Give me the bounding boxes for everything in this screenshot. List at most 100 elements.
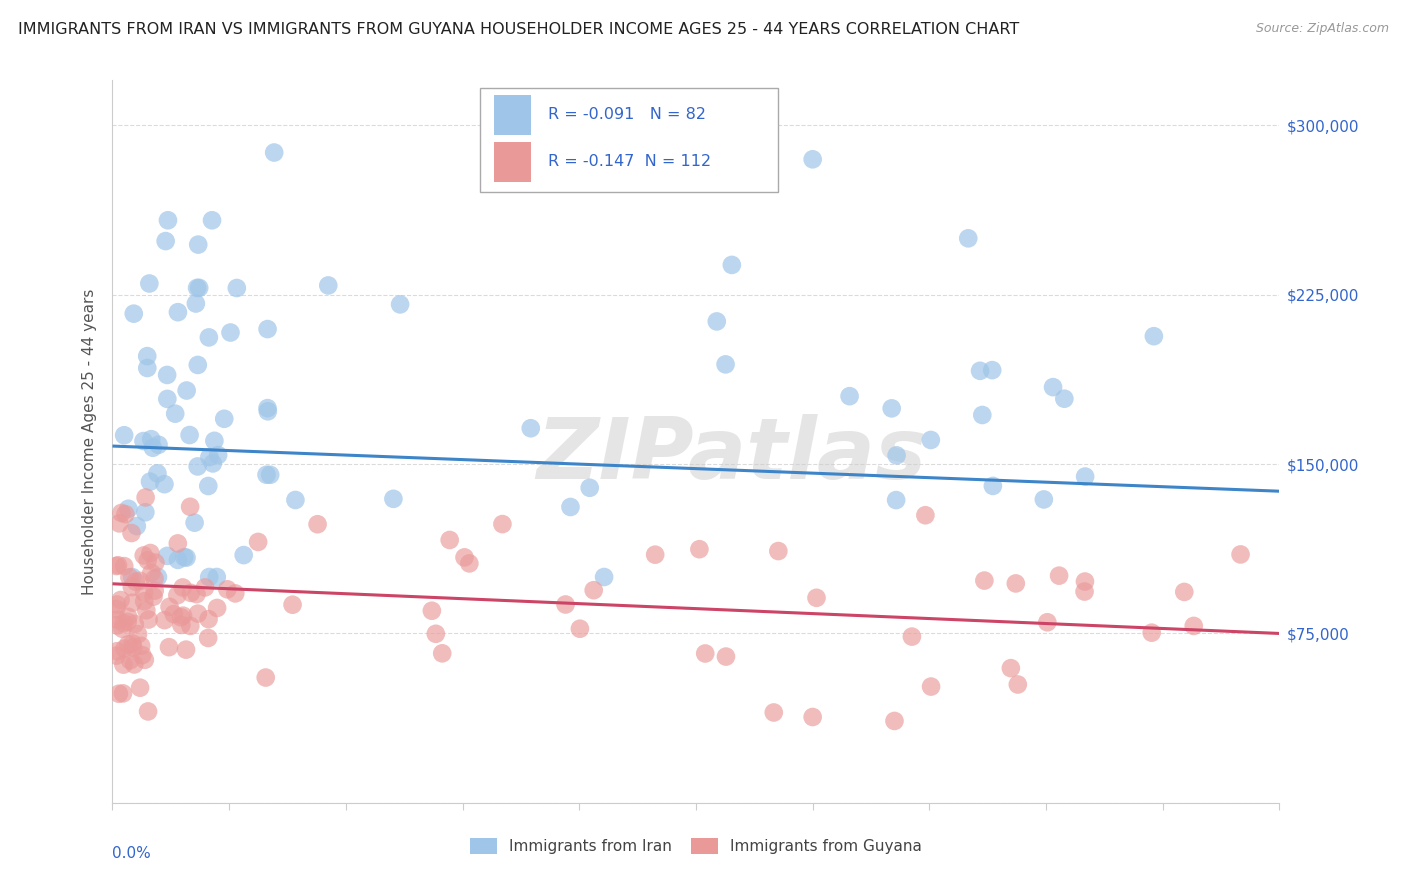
Point	[172, 608, 194, 623]
Point	[205, 570, 228, 584]
Point	[439, 533, 461, 547]
Point	[1143, 329, 1166, 343]
Point	[382, 491, 405, 506]
Point	[425, 627, 447, 641]
Point	[1042, 380, 1064, 394]
Point	[122, 640, 145, 655]
Point	[186, 281, 208, 295]
Point	[146, 467, 169, 481]
Text: R = -0.091   N = 82: R = -0.091 N = 82	[548, 107, 706, 122]
Point	[714, 357, 737, 371]
Point	[138, 613, 160, 627]
Point	[114, 641, 136, 656]
Point	[163, 607, 186, 621]
Point	[187, 607, 209, 621]
Point	[187, 358, 209, 372]
Point	[1047, 568, 1070, 582]
Point	[259, 467, 281, 482]
Point	[1229, 548, 1251, 562]
Point	[202, 434, 225, 448]
Point	[194, 581, 217, 595]
Point	[972, 408, 994, 422]
Point	[197, 612, 219, 626]
Point	[247, 535, 270, 549]
Point	[129, 574, 152, 588]
Point	[554, 598, 576, 612]
Point	[1036, 615, 1059, 630]
Point	[132, 434, 155, 448]
Point	[117, 501, 139, 516]
Point	[114, 507, 136, 521]
Point	[695, 647, 717, 661]
Point	[165, 407, 187, 421]
Point	[139, 546, 162, 560]
Bar	[494, 95, 531, 135]
Point	[768, 544, 790, 558]
Text: ZIPatlas: ZIPatlas	[536, 415, 927, 498]
Point	[884, 493, 907, 508]
Legend: Immigrants from Iran, Immigrants from Guyana: Immigrants from Iran, Immigrants from Gu…	[464, 832, 928, 860]
Point	[281, 598, 304, 612]
Point	[225, 281, 247, 295]
Point	[134, 653, 156, 667]
Point	[174, 642, 197, 657]
Point	[217, 582, 239, 597]
Point	[920, 433, 942, 447]
Point	[179, 619, 201, 633]
Point	[458, 557, 481, 571]
Point	[105, 648, 128, 663]
Point	[156, 213, 179, 227]
Point	[578, 481, 600, 495]
Point	[201, 457, 224, 471]
Point	[121, 570, 143, 584]
Point	[124, 657, 146, 672]
Point	[156, 549, 179, 563]
Point	[883, 714, 905, 728]
Point	[153, 613, 176, 627]
Point	[432, 646, 454, 660]
Point	[105, 618, 128, 632]
Point	[136, 361, 159, 376]
Point	[127, 627, 149, 641]
Point	[142, 590, 165, 604]
Point	[256, 322, 278, 336]
Point	[1074, 469, 1097, 483]
Point	[139, 475, 162, 489]
Point	[284, 493, 307, 508]
Point	[316, 278, 339, 293]
Point	[920, 680, 942, 694]
Point	[134, 505, 156, 519]
Point	[256, 404, 278, 418]
Point	[176, 384, 198, 398]
Point	[121, 596, 143, 610]
Y-axis label: Householder Income Ages 25 - 44 years: Householder Income Ages 25 - 44 years	[82, 288, 97, 595]
Point	[129, 639, 152, 653]
Point	[117, 615, 139, 629]
Point	[1032, 492, 1054, 507]
Point	[187, 237, 209, 252]
Point	[170, 610, 193, 624]
Point	[420, 604, 443, 618]
Point	[198, 450, 221, 464]
Point	[111, 622, 134, 636]
Point	[135, 491, 157, 505]
Point	[886, 448, 908, 462]
Point	[108, 687, 131, 701]
Point	[112, 657, 135, 672]
Point	[120, 653, 142, 667]
Point	[263, 145, 285, 160]
Point	[1073, 584, 1095, 599]
Point	[201, 213, 224, 227]
Point	[688, 542, 710, 557]
Point	[389, 297, 412, 311]
Point	[143, 583, 166, 598]
Point	[256, 401, 278, 416]
Point	[156, 392, 179, 406]
Point	[107, 558, 129, 573]
Point	[219, 326, 242, 340]
Point	[173, 550, 195, 565]
Point	[134, 585, 156, 599]
Point	[111, 686, 134, 700]
Point	[914, 508, 936, 523]
Point	[519, 421, 541, 435]
